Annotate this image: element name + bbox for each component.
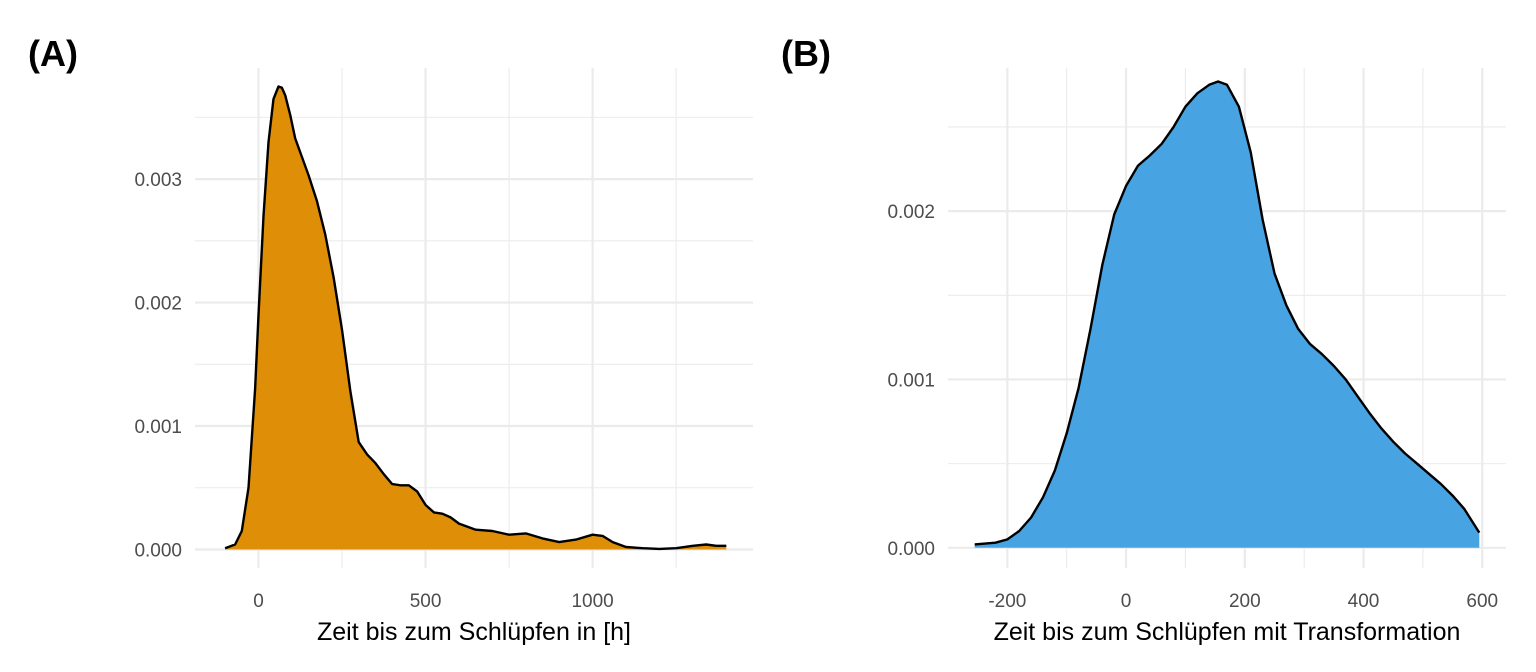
- x-tick-label: 1000: [571, 591, 613, 612]
- x-tick-label: 0: [253, 591, 264, 612]
- x-tick-label: 400: [1348, 591, 1380, 612]
- y-tick-label: 0.002: [134, 294, 182, 315]
- x-tick-label: 600: [1466, 591, 1498, 612]
- y-tick-label: 0.000: [887, 539, 935, 560]
- x-axis-label: Zeit bis zum Schlüpfen in [h]: [317, 618, 631, 646]
- density-area: [974, 81, 1480, 548]
- x-axis-label: Zeit bis zum Schlüpfen mit Transformatio…: [994, 618, 1461, 646]
- y-tick-label: 0.000: [134, 540, 182, 561]
- y-tick-label: 0.002: [887, 202, 935, 223]
- density-area: [225, 86, 727, 550]
- density-line: [974, 80, 1481, 546]
- x-tick-label: -200: [988, 591, 1026, 612]
- panel-label: (A): [28, 33, 78, 74]
- x-tick-label: 200: [1229, 591, 1261, 612]
- panel-a-density-plot: 0.000 0.001 0.002 0.003 0 500 1000 Zeit bis zum…: [28, 33, 753, 646]
- y-tick-label: 0.001: [887, 370, 935, 391]
- y-tick-label: 0.001: [134, 417, 182, 438]
- x-tick-label: 500: [410, 591, 442, 612]
- density-line: [224, 85, 727, 551]
- panel-label: (B): [781, 33, 831, 74]
- y-tick-label: 0.003: [134, 170, 182, 191]
- x-tick-label: 0: [1121, 591, 1132, 612]
